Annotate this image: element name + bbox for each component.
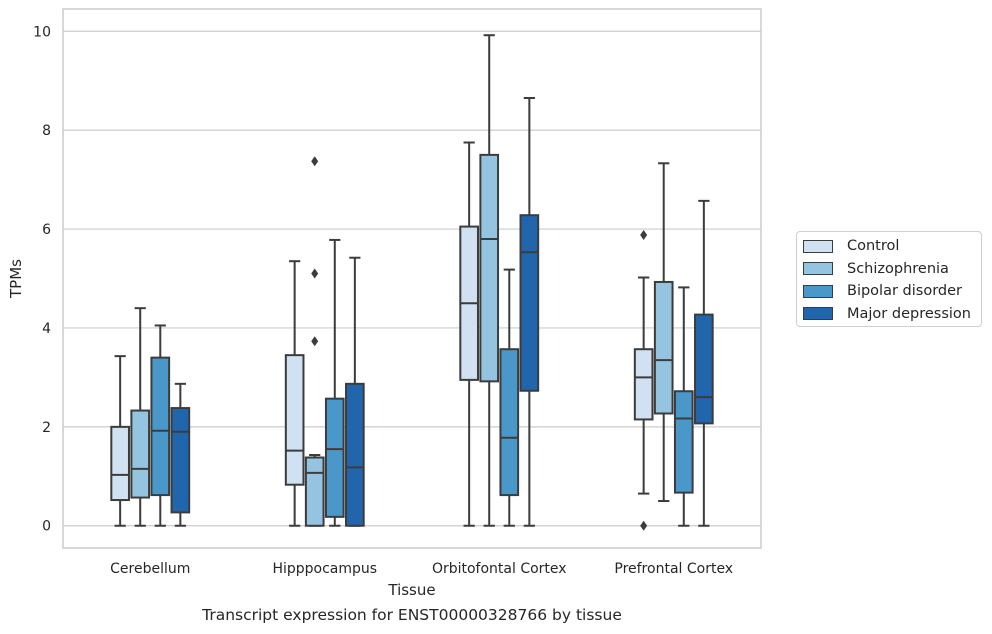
outlier-point — [311, 336, 319, 347]
legend-item: Bipolar disorder — [803, 281, 962, 301]
box — [130, 409, 151, 499]
box — [499, 348, 520, 497]
x-tick-label: Prefrontal Cortex — [614, 561, 733, 577]
outlier-point — [640, 520, 648, 531]
x-tick-label: Hipppocampus — [272, 561, 377, 577]
legend-label: Bipolar disorder — [847, 283, 962, 299]
legend-swatch — [803, 284, 833, 298]
legend-swatch — [803, 239, 833, 253]
box — [110, 425, 130, 502]
box — [653, 280, 674, 415]
outlier-point — [640, 229, 648, 240]
box — [345, 382, 365, 527]
x-tick-label: Orbitofontal Cortex — [432, 561, 567, 577]
legend-item: Major depression — [803, 304, 971, 324]
box — [519, 214, 540, 392]
legend-item: Schizophrenia — [803, 259, 949, 279]
legend-item: Control — [803, 236, 899, 256]
y-tick-label: 8 — [42, 123, 51, 139]
box — [324, 397, 345, 518]
box — [284, 354, 305, 486]
x-axis-title: Tissue — [387, 581, 435, 599]
legend: Control Schizophrenia Bipolar disorder Majo… — [796, 231, 982, 327]
outlier-point — [311, 156, 319, 167]
y-axis-title: TPMs — [7, 259, 25, 299]
figure-caption: Transcript expression for ENST0000032876… — [202, 606, 622, 624]
legend-label: Major depression — [847, 305, 971, 322]
legend-label: Control — [847, 238, 900, 254]
box — [150, 356, 171, 497]
box — [479, 153, 500, 383]
legend-swatch — [803, 307, 833, 320]
legend-label: Schizophrenia — [847, 260, 949, 277]
legend-swatch — [803, 262, 833, 275]
y-tick-label: 10 — [33, 24, 51, 40]
y-tick-label: 6 — [42, 222, 51, 238]
y-tick-label: 4 — [42, 321, 51, 337]
box — [304, 456, 325, 527]
outlier-point — [311, 268, 319, 279]
box — [694, 313, 714, 425]
box — [170, 407, 191, 514]
y-tick-label: 2 — [42, 420, 51, 436]
box — [673, 390, 694, 494]
y-tick-label: 0 — [42, 519, 51, 535]
plot-frame — [62, 8, 762, 549]
x-tick-label: Cerebellum — [110, 561, 190, 577]
box — [633, 348, 654, 421]
